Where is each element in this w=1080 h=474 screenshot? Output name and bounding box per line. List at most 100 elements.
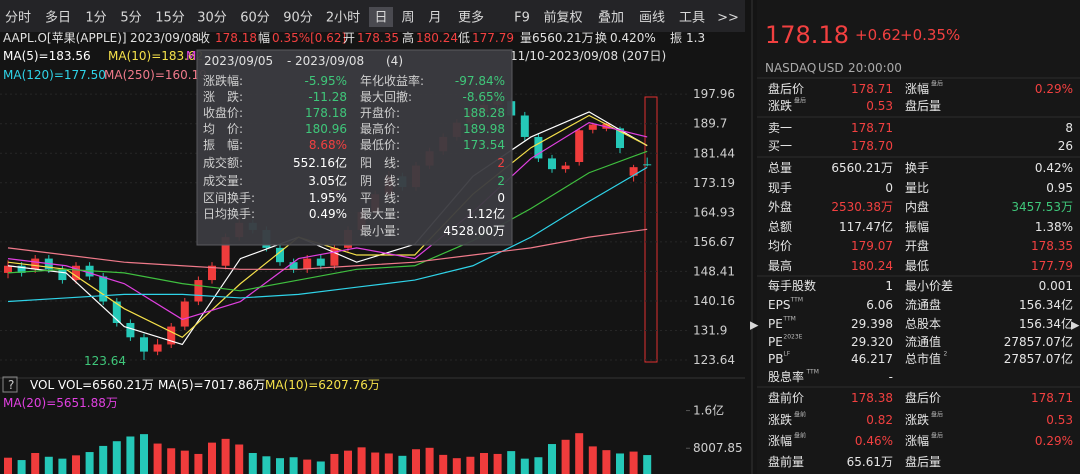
volume-bar [616,453,624,474]
toolbar-tab[interactable]: 日 [374,11,387,26]
quote-value: 2530.38万 [831,200,893,214]
y-tick-label: 131.9 [693,324,727,338]
popup-label: 最大回撤: [360,89,412,104]
toolbar-tab[interactable]: 分时 [5,11,31,26]
popup-label: 阴 线: [360,174,400,188]
volume-bar [384,453,393,474]
popup-label: 平 线: [360,191,400,205]
quote-value: 178.71 [1031,391,1073,405]
quote-label: 总量 [768,161,792,175]
popup-value: 0.49% [309,207,347,221]
volume-bar [112,441,121,474]
quote-label: 均价 [768,239,792,253]
volume-bar [140,434,148,474]
candle-body [58,269,67,281]
quote-value: 27857.07亿 [1004,334,1073,349]
y-tick-label: 123.64 [693,353,735,367]
toolbar-tab[interactable]: 15分 [155,11,185,26]
toolbar-tab[interactable]: 多日 [45,10,71,26]
volume-bar [439,454,448,474]
toolbar-button[interactable]: 叠加 [598,11,624,26]
candle-body [72,265,80,281]
quote-value: 177.79 [1031,259,1073,273]
ma-line [7,228,648,270]
collapse-arrow[interactable]: ▶ [750,319,759,332]
info-item: 开 [343,31,355,45]
volume-bar [180,450,189,474]
quote-label: 盘前量 [768,454,804,469]
popup-value: 2 [497,156,505,170]
popup-value: -97.84% [455,74,505,88]
y-tick-label: 164.93 [693,205,735,219]
volume-bar [588,446,597,474]
candle-body [643,164,652,166]
info-item: 低 [458,31,470,45]
volume-bar [357,447,366,474]
toolbar-tab[interactable]: 2小时 [326,11,360,26]
toolbar-button[interactable]: >> [717,11,739,26]
toolbar-button[interactable]: F9 [514,11,530,26]
quote-label-sup: 盘前 [794,432,806,440]
quote-value: 3457.53万 [1011,200,1073,214]
toolbar-tab[interactable]: 周 [401,11,414,26]
quote-value: 180.24 [851,259,893,273]
candle-body [629,167,638,176]
vol-legend: MA(10)=6207.76万 [265,378,380,392]
candle-body [208,265,216,281]
price-change: +0.62 [855,26,901,44]
ma-legend: MA(120)=177.50 [3,68,106,82]
toolbar-tab[interactable]: 1分 [85,11,106,26]
quote-label: 换手 [905,161,929,175]
candle-body [575,130,584,163]
toolbar-tab[interactable]: 30分 [197,11,227,26]
expand-arrow[interactable]: ▶ [1071,319,1080,332]
candle-body [534,136,543,159]
quote-value: 156.34亿 [1019,297,1073,312]
quote-label: 总股本 [905,317,941,331]
quote-value: 0.42% [1035,161,1073,175]
quote-value: 6.06 [866,298,893,312]
vol-legend: ? [8,378,14,392]
candle-body [194,280,203,302]
volume-bar [208,442,216,474]
candle-body [520,115,529,137]
info-item: 178.35 [357,31,399,45]
quote-label: 现手 [768,181,792,195]
candle-body [588,124,597,130]
low-annotation: 123.64 [84,354,126,368]
popup-value: -8.65% [463,90,505,104]
toolbar-tab[interactable]: 月 [428,11,441,26]
info-item: 0.35%[0.62] [272,31,346,45]
toolbar-tab[interactable]: 60分 [240,11,270,26]
toolbar-tab[interactable]: 5分 [120,11,141,26]
quote-value: 178.70 [851,139,893,153]
toolbar-tab[interactable]: 90分 [283,11,313,26]
volume-bar [371,452,380,474]
y-tick-label: 148.41 [693,264,735,278]
candle-body [561,165,570,170]
ma-line [7,111,648,346]
toolbar-button[interactable]: 画线 [639,11,665,26]
popup-value: 8.68% [309,138,347,152]
currency: USD [818,61,844,75]
volume-bar [289,457,298,474]
quote-value: 156.34亿 [1019,316,1073,331]
popup-label: 振 幅: [203,137,243,152]
ma-legend: M [186,49,196,63]
toolbar-button[interactable]: 前复权 [543,10,582,26]
toolbar-tab[interactable]: 更多 [458,10,484,26]
popup-value: 1.12亿 [466,206,505,221]
y-tick-label: 197.96 [693,87,735,101]
popup-dash: - [287,54,291,68]
info-item: 180.24 [416,31,458,45]
quote-value: 178.71 [851,121,893,135]
quote-label: 涨幅 [905,81,929,96]
quote-label: 股息率 [768,369,804,384]
volume-bar [221,438,230,474]
candle-body [289,262,298,270]
info-item: 178.18 [215,31,257,45]
toolbar-button[interactable]: 工具 [679,11,705,26]
quote-label: 卖一 [768,121,792,135]
quote-label: 盘后量 [905,454,941,469]
